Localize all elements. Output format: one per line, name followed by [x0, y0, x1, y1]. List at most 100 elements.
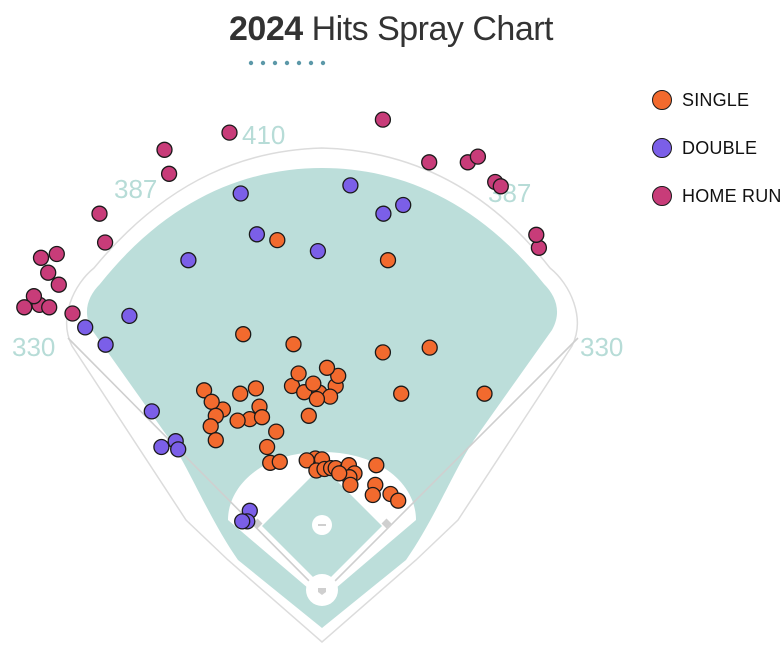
hit-point-single	[368, 457, 385, 474]
hit-point-double	[309, 242, 327, 260]
legend: SINGLE DOUBLE HOME RUN	[652, 88, 782, 232]
hit-point-single	[235, 326, 252, 343]
title-dot	[320, 60, 326, 66]
hit-point-single	[298, 452, 315, 469]
legend-label-single: SINGLE	[682, 89, 750, 110]
distance-center: 410	[242, 120, 285, 150]
series-home-run	[16, 111, 548, 322]
hit-point-single	[285, 336, 302, 353]
hit-point-single	[207, 432, 224, 449]
hit-point-double	[180, 252, 197, 269]
legend-swatch-double	[652, 138, 672, 158]
hit-point-single	[390, 492, 407, 509]
hit-point-single	[232, 385, 249, 402]
hit-point-single	[331, 465, 348, 482]
hit-point-single	[305, 375, 322, 392]
hit-point-double	[121, 307, 138, 325]
hit-point-home-run	[492, 178, 509, 195]
hit-point-home-run	[40, 264, 57, 281]
hit-point-double	[143, 403, 160, 420]
series-single	[195, 231, 493, 509]
hit-point-home-run	[32, 249, 50, 266]
legend-item-home-run: HOME RUN	[652, 184, 782, 208]
hit-point-double	[248, 226, 266, 243]
chart-title: 2024 Hits Spray Chart	[0, 10, 782, 49]
hit-point-single	[393, 385, 410, 402]
hit-point-single	[421, 339, 438, 356]
hit-point-single	[229, 412, 246, 429]
hit-point-single	[374, 344, 392, 361]
hit-point-single	[268, 423, 285, 440]
hit-point-single	[300, 407, 317, 424]
hit-point-home-run	[91, 205, 108, 222]
distance-left-line: 330	[12, 332, 55, 362]
hit-point-home-run	[528, 226, 545, 243]
hit-point-double	[77, 319, 94, 336]
hit-point-home-run	[160, 165, 178, 182]
legend-label-double: DOUBLE	[682, 137, 758, 158]
hit-point-single	[342, 476, 359, 494]
hit-point-double	[375, 205, 392, 222]
hit-point-double	[170, 441, 187, 458]
hit-point-single	[195, 382, 213, 399]
hit-point-home-run	[16, 299, 33, 316]
title-dot	[272, 60, 278, 66]
title-text: Hits Spray Chart	[311, 10, 554, 48]
legend-label-home-run: HOME RUN	[682, 185, 782, 206]
hit-point-home-run	[48, 245, 65, 263]
hit-point-home-run	[50, 276, 67, 293]
title-underline-dots	[248, 60, 326, 66]
legend-swatch-single	[652, 90, 672, 110]
hit-point-single	[364, 486, 381, 504]
title-dot	[248, 60, 254, 66]
hit-point-home-run	[221, 124, 238, 141]
title-dot	[284, 60, 290, 66]
hit-point-home-run	[156, 141, 173, 158]
title-year: 2024	[229, 10, 303, 48]
hit-point-single	[330, 367, 347, 385]
title-dot	[260, 60, 266, 66]
hit-point-double	[234, 513, 251, 530]
hit-point-home-run	[64, 305, 81, 322]
title-dot	[308, 60, 314, 66]
hit-point-home-run	[41, 299, 58, 316]
legend-swatch-home-run	[652, 186, 672, 206]
home-plate	[318, 588, 326, 595]
distance-left-center: 387	[114, 174, 157, 204]
hit-point-double	[97, 336, 114, 353]
hit-point-home-run	[96, 234, 114, 251]
series-double	[77, 177, 412, 530]
legend-item-single: SINGLE	[652, 88, 782, 112]
hit-point-single	[476, 385, 493, 402]
hit-point-double	[232, 185, 249, 202]
hit-point-home-run	[421, 154, 438, 171]
hit-point-home-run	[469, 148, 487, 165]
hit-point-single	[290, 365, 307, 382]
hit-point-double	[395, 196, 412, 214]
first-base	[381, 518, 392, 529]
hit-point-single	[202, 418, 219, 435]
hit-point-single	[308, 390, 326, 408]
hit-point-double	[342, 177, 359, 194]
hit-point-single	[321, 388, 339, 405]
left-foul-line	[67, 337, 323, 595]
hit-point-home-run	[374, 111, 392, 128]
hit-point-single	[247, 380, 265, 397]
hit-point-double	[153, 438, 170, 456]
hit-point-single	[269, 231, 286, 249]
hit-point-single	[318, 359, 336, 376]
hit-point-home-run	[25, 288, 43, 305]
hit-points	[16, 111, 548, 530]
hit-point-single	[258, 438, 276, 456]
hit-point-single	[271, 453, 288, 470]
hit-point-home-run	[530, 239, 548, 256]
title-dot	[296, 60, 302, 66]
legend-item-double: DOUBLE	[652, 136, 782, 160]
hit-point-single	[253, 409, 271, 426]
hit-point-single	[379, 252, 397, 269]
right-foul-line	[321, 337, 579, 595]
distance-right-line: 330	[580, 332, 623, 362]
pitchers-rubber	[318, 524, 326, 526]
hit-point-single	[203, 393, 220, 410]
